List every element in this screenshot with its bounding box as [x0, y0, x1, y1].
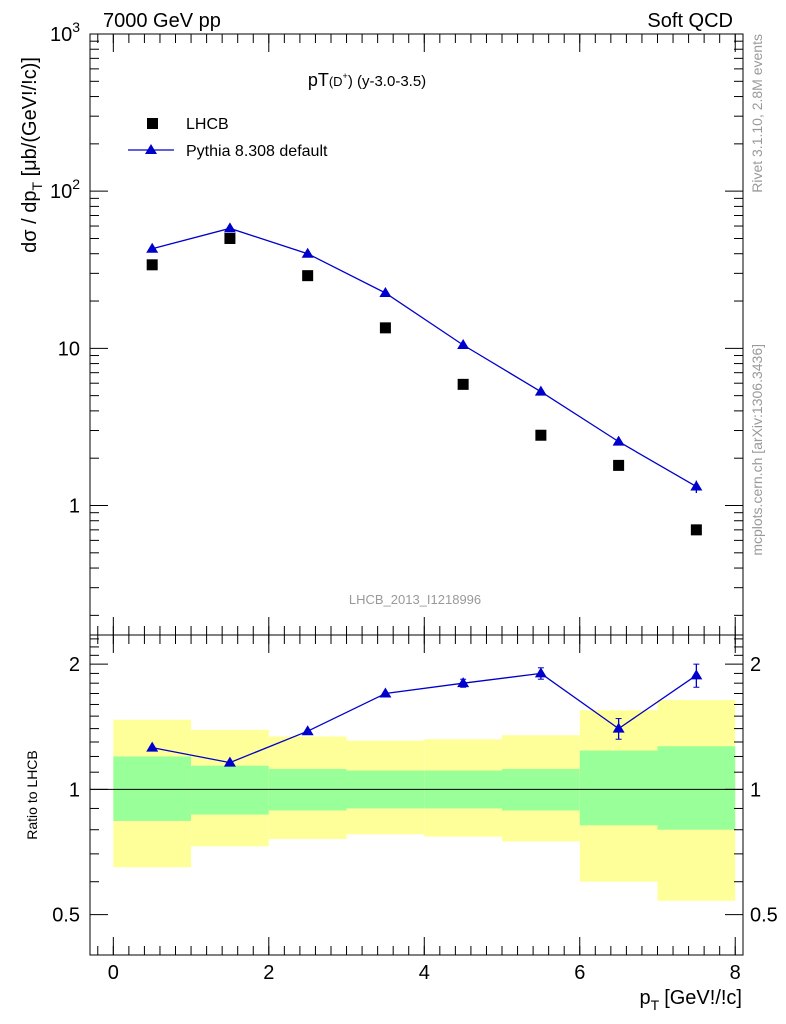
analysis-watermark: LHCB_2013_I1218996 — [349, 592, 481, 607]
lhcb-data-point — [457, 378, 469, 390]
ratio-y-label: Ratio to LHCB — [24, 750, 40, 839]
ratio-inner-band — [579, 750, 658, 826]
ratio-data-point — [301, 725, 314, 736]
ratio-y-tick-label-left: 1 — [69, 779, 80, 801]
pythia-data-point — [457, 339, 470, 350]
x-tick-label: 0 — [108, 962, 119, 984]
ratio-axes: 0.5 0.5 1 1 2 2 0 2 4 6 8 — [52, 635, 778, 984]
rivet-version-label: Rivet 3.1.10, 2.8M events — [749, 34, 765, 193]
ratio-data-point — [534, 667, 547, 678]
ratio-data-point — [223, 756, 236, 767]
ratio-pythia-line — [152, 672, 697, 764]
plot-title: pT(D+) (y-3.0-3.5) — [308, 70, 426, 90]
main-y-tick-label: 1 — [69, 496, 80, 518]
main-y-axis: 1 10 102 103 — [50, 19, 743, 635]
pythia-data-point — [223, 222, 236, 233]
ratio-y-tick-label-left: 0.5 — [52, 905, 80, 927]
legend-pythia-label: Pythia 8.308 default — [186, 143, 328, 160]
lhcb-data-point — [302, 270, 314, 282]
mcplots-label: mcplots.cern.ch [arXiv:1306.3436] — [749, 344, 765, 556]
main-marks — [146, 222, 703, 536]
ratio-data-point — [690, 669, 703, 680]
main-y-label: dσ / dpT [μb/(GeV!/!c)] — [19, 57, 45, 253]
lhcb-data-point — [690, 524, 702, 536]
legend: LHCB Pythia 8.308 default — [128, 116, 328, 160]
x-tick-label: 4 — [419, 962, 430, 984]
ratio-data-point — [457, 677, 470, 688]
pythia-data-point — [612, 435, 625, 446]
x-tick-label: 6 — [574, 962, 585, 984]
main-y-tick-label: 102 — [50, 176, 80, 203]
main-y-tick-label: 103 — [50, 19, 80, 46]
ratio-inner-band — [191, 765, 269, 815]
ratio-y-tick-label-right: 1 — [750, 779, 761, 801]
ratio-marks — [146, 663, 703, 767]
legend-pythia-marker — [145, 144, 157, 154]
ratio-frame — [89, 634, 744, 956]
pythia-data-point — [146, 242, 159, 253]
ratio-data-point — [612, 722, 625, 733]
lhcb-data-point — [224, 232, 236, 244]
lhcb-data-point — [613, 459, 625, 471]
header-right: Soft QCD — [647, 10, 733, 32]
lhcb-data-point — [146, 259, 158, 271]
main-y-tick-label: 10 — [58, 338, 80, 360]
pythia-line — [152, 227, 697, 488]
ratio-data-point — [379, 687, 392, 698]
ratio-y-tick-label-right: 2 — [750, 654, 761, 676]
ratio-inner-band — [113, 756, 192, 821]
lhcb-data-point — [379, 322, 391, 334]
ratio-panel: 0.5 0.5 1 1 2 2 0 2 4 6 8 Ratio to LHCB pT [GeV!/!c… — [24, 634, 778, 1013]
pythia-data-point — [534, 385, 547, 396]
x-tick-label: 2 — [263, 962, 274, 984]
pythia-data-point — [301, 247, 314, 258]
legend-lhcb-marker — [147, 118, 158, 129]
pythia-data-point — [379, 286, 392, 297]
x-axis-label: pT [GeV!/!c] — [640, 987, 743, 1013]
x-tick-label: 8 — [730, 962, 741, 984]
ratio-inner-band — [657, 746, 736, 830]
lhcb-data-point — [535, 429, 547, 441]
header-left: 7000 GeV pp — [103, 10, 221, 32]
main-panel: 1 10 102 103 pT(D+) (y-3.0-3.5) LHCB_2013_I… — [19, 19, 744, 636]
legend-lhcb-label: LHCB — [186, 116, 229, 133]
ratio-bands — [90, 700, 743, 901]
ratio-y-tick-label-right: 0.5 — [750, 905, 778, 927]
pythia-data-point — [690, 480, 703, 491]
ratio-y-tick-label-left: 2 — [69, 654, 80, 676]
ratio-data-point — [146, 741, 159, 752]
